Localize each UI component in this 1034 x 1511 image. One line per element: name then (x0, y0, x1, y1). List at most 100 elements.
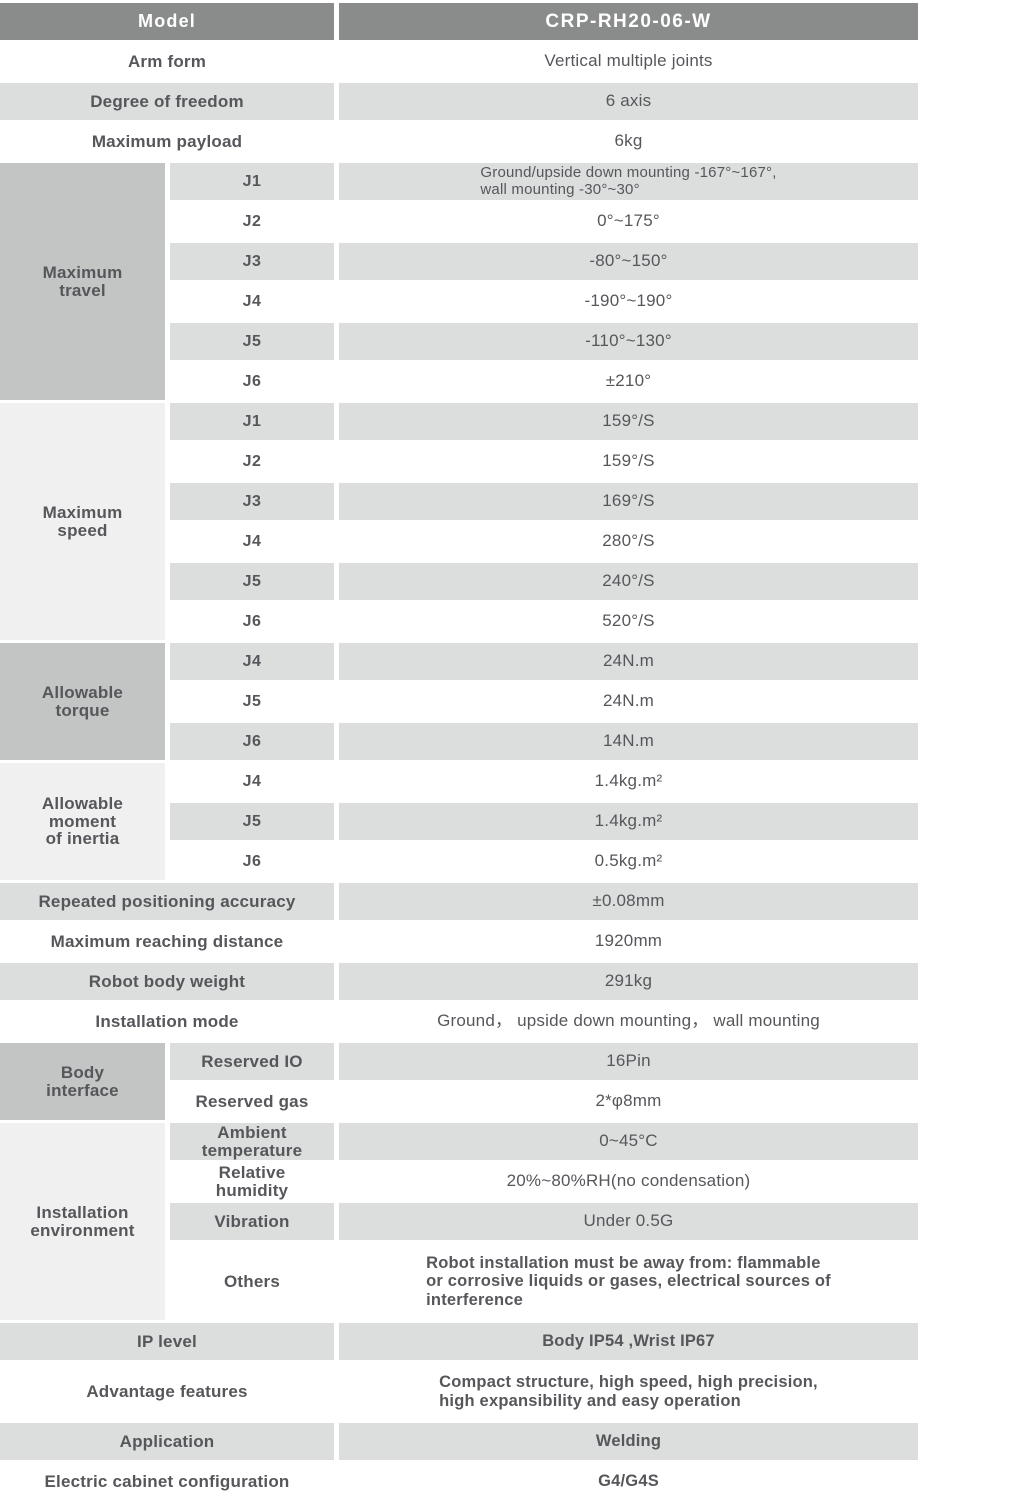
repeated-positioning-accuracy-value: ±0.08mm (339, 883, 918, 923)
maximum-speed-j3-label: J3 (170, 483, 339, 523)
reserved-io-value: 16Pin (339, 1043, 918, 1083)
row-maximum-travel-j6: J6 ±210° (0, 363, 918, 403)
maximum-speed-j5-value: 240°/S (339, 563, 918, 603)
arm-form-value: Vertical multiple joints (339, 43, 918, 83)
allowable-torque-j6-value: 14N.m (339, 723, 918, 763)
allowable-torque-j5-value: 24N.m (339, 683, 918, 723)
maximum-travel-j1-label: J1 (170, 163, 339, 203)
row-relative-humidity: Relative humidity 20%~80%RH(no condensat… (0, 1163, 918, 1203)
maximum-speed-j6-label: J6 (170, 603, 339, 643)
allowable-torque-j5-label: J5 (170, 683, 339, 723)
row-arm-form: Arm form Vertical multiple joints (0, 43, 918, 83)
row-reserved-gas: Reserved gas 2*φ8mm (0, 1083, 918, 1123)
maximum-speed-j6-value: 520°/S (339, 603, 918, 643)
row-maximum-payload: Maximum payload 6kg (0, 123, 918, 163)
ip-level-value: Body IP54 ,Wrist IP67 (339, 1323, 918, 1363)
row-degree-of-freedom: Degree of freedom 6 axis (0, 83, 918, 123)
row-maximum-travel-j3: J3 -80°~150° (0, 243, 918, 283)
application-value: Welding (339, 1423, 918, 1463)
maximum-travel-j1-value: Ground/upside down mounting -167°~167°, … (339, 163, 918, 203)
row-maximum-speed-j1: Maximum speed J1 159°/S (0, 403, 918, 643)
reserved-gas-value: 2*φ8mm (339, 1083, 918, 1123)
electric-cabinet-configuration-label: Electric cabinet configuration (0, 1463, 339, 1503)
maximum-speed-j5-label: J5 (170, 563, 339, 603)
maximum-speed-j3-value: 169°/S (339, 483, 918, 523)
row-repeated-positioning-accuracy: Repeated positioning accuracy ±0.08mm (0, 883, 918, 923)
repeated-positioning-accuracy-label: Repeated positioning accuracy (0, 883, 339, 923)
ip-level-label: IP level (0, 1323, 339, 1363)
application-label: Application (0, 1423, 339, 1463)
row-reserved-io: Body interface Reserved IO 16Pin (0, 1043, 918, 1123)
maximum-travel-j4-label: J4 (170, 283, 339, 323)
maximum-travel-j3-value: -80°~150° (339, 243, 918, 283)
robot-body-weight-label: Robot body weight (0, 963, 339, 1003)
maximum-speed-j1-value: 159°/S (339, 403, 918, 443)
row-robot-body-weight: Robot body weight 291kg (0, 963, 918, 1003)
row-maximum-reaching-distance: Maximum reaching distance 1920mm (0, 923, 918, 963)
row-ambient-temperature: Installation environment Ambient tempera… (0, 1123, 918, 1323)
allowable-inertia-j4-value: 1.4kg.m² (339, 763, 918, 803)
installation-environment-group-label: Installation environment (0, 1123, 170, 1323)
maximum-speed-j1-label: J1 (170, 403, 339, 443)
allowable-torque-j4-value: 24N.m (339, 643, 918, 683)
row-allowable-torque-j6: J6 14N.m (0, 723, 918, 763)
robot-body-weight-value: 291kg (339, 963, 918, 1003)
electric-cabinet-configuration-value: G4/G4S (339, 1463, 918, 1503)
robot-spec-table: Model CRP-RH20-06-W Arm form Vertical mu… (0, 3, 918, 1503)
ambient-temperature-label: Ambient temperature (170, 1123, 339, 1163)
maximum-travel-j2-value: 0°~175° (339, 203, 918, 243)
allowable-torque-group-label: Allowable torque (0, 643, 170, 763)
row-maximum-speed-j4: J4 280°/S (0, 523, 918, 563)
maximum-reaching-distance-label: Maximum reaching distance (0, 923, 339, 963)
row-allowable-torque-j5: J5 24N.m (0, 683, 918, 723)
row-allowable-inertia-j6: J6 0.5kg.m² (0, 843, 918, 883)
allowable-torque-j4-label: J4 (170, 643, 339, 683)
allowable-torque-j6-label: J6 (170, 723, 339, 763)
maximum-reaching-distance-value: 1920mm (339, 923, 918, 963)
maximum-travel-group-label: Maximum travel (0, 163, 170, 403)
row-maximum-travel-j2: J2 0°~175° (0, 203, 918, 243)
vibration-value: Under 0.5G (339, 1203, 918, 1243)
row-maximum-speed-j6: J6 520°/S (0, 603, 918, 643)
row-maximum-speed-j5: J5 240°/S (0, 563, 918, 603)
relative-humidity-value: 20%~80%RH(no condensation) (339, 1163, 918, 1203)
row-maximum-speed-j2: J2 159°/S (0, 443, 918, 483)
allowable-inertia-j5-value: 1.4kg.m² (339, 803, 918, 843)
maximum-speed-j2-label: J2 (170, 443, 339, 483)
advantage-features-value: Compact structure, high speed, high prec… (339, 1363, 918, 1423)
advantage-features-label: Advantage features (0, 1363, 339, 1423)
maximum-speed-j4-label: J4 (170, 523, 339, 563)
allowable-inertia-j4-label: J4 (170, 763, 339, 803)
allowable-inertia-j6-label: J6 (170, 843, 339, 883)
reserved-gas-label: Reserved gas (170, 1083, 339, 1123)
ambient-temperature-value: 0~45°C (339, 1123, 918, 1163)
row-application: Application Welding (0, 1423, 918, 1463)
vibration-label: Vibration (170, 1203, 339, 1243)
maximum-travel-j2-label: J2 (170, 203, 339, 243)
others-label: Others (170, 1243, 339, 1323)
maximum-speed-j4-value: 280°/S (339, 523, 918, 563)
degree-of-freedom-label: Degree of freedom (0, 83, 339, 123)
maximum-travel-j1-text: Ground/upside down mounting -167°~167°, … (480, 164, 777, 198)
body-interface-group-label: Body interface (0, 1043, 170, 1123)
row-maximum-travel-j1: Maximum travel J1 Ground/upside down mou… (0, 163, 918, 403)
row-maximum-travel-j5: J5 -110°~130° (0, 323, 918, 363)
model-value: CRP-RH20-06-W (339, 3, 918, 43)
header-row: Model CRP-RH20-06-W (0, 3, 918, 43)
maximum-travel-j3-label: J3 (170, 243, 339, 283)
row-electric-cabinet-configuration: Electric cabinet configuration G4/G4S (0, 1463, 918, 1503)
maximum-payload-label: Maximum payload (0, 123, 339, 163)
installation-mode-label: Installation mode (0, 1003, 339, 1043)
row-advantage-features: Advantage features Compact structure, hi… (0, 1363, 918, 1423)
row-allowable-torque-j4: Allowable torque J4 24N.m (0, 643, 918, 763)
maximum-travel-j6-label: J6 (170, 363, 339, 403)
allowable-inertia-j5-label: J5 (170, 803, 339, 843)
row-others: Others Robot installation must be away f… (0, 1243, 918, 1323)
reserved-io-label: Reserved IO (170, 1043, 339, 1083)
row-maximum-speed-j3: J3 169°/S (0, 483, 918, 523)
maximum-payload-value: 6kg (339, 123, 918, 163)
allowable-inertia-j6-value: 0.5kg.m² (339, 843, 918, 883)
model-label: Model (0, 3, 339, 43)
maximum-travel-j5-label: J5 (170, 323, 339, 363)
installation-mode-value: Ground， upside down mounting， wall mount… (339, 1003, 918, 1043)
